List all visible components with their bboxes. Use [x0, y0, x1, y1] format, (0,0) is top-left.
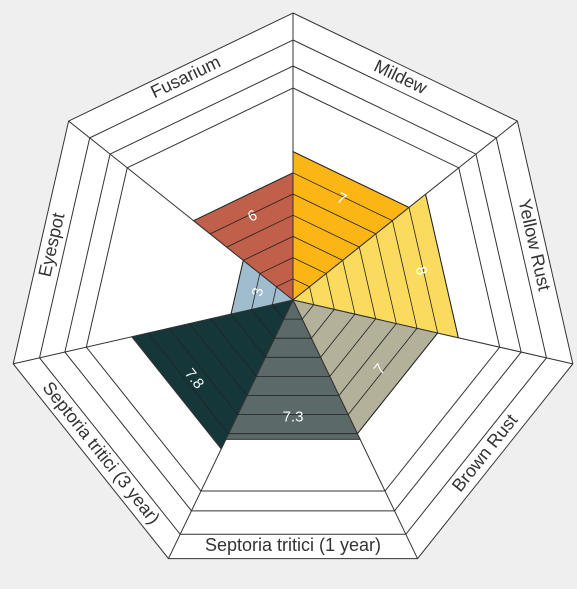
- category-label: Septoria tritici (1 year): [205, 535, 381, 555]
- grid-line: [292, 172, 393, 222]
- grid-line: [375, 233, 397, 324]
- grid-line: [292, 236, 343, 261]
- grid-line: [251, 273, 261, 310]
- grid-line: [425, 194, 459, 338]
- grid-line: [193, 172, 294, 222]
- grid-line: [342, 260, 356, 315]
- grid-line: [292, 193, 377, 235]
- wedge: [130, 299, 294, 450]
- grid-line: [301, 304, 314, 320]
- grid-line: [311, 309, 335, 339]
- grid-line: [392, 220, 418, 329]
- grid-line: [210, 318, 257, 377]
- grid-line: [347, 328, 418, 415]
- grid-line: [292, 278, 310, 288]
- grid-line: [325, 273, 335, 310]
- grid-line: [271, 286, 277, 305]
- grid-line: [358, 247, 377, 319]
- frame-ring: [38, 39, 548, 535]
- grid-line: [292, 151, 410, 208]
- grid-line: [276, 278, 294, 288]
- grid-line: [292, 257, 327, 274]
- grid-line: [251, 309, 275, 339]
- grid-line: [209, 193, 294, 235]
- grid-line: [230, 260, 244, 315]
- grid-line: [189, 323, 248, 396]
- grid-line: [168, 328, 239, 415]
- grid-line: [338, 323, 397, 396]
- grid-line: [259, 257, 294, 274]
- grid-line: [309, 286, 315, 305]
- grid-line: [329, 318, 376, 377]
- grid-line: [243, 236, 294, 261]
- grid-line: [292, 214, 360, 248]
- grid-line: [320, 313, 356, 358]
- grid-line: [357, 332, 438, 434]
- grid-line: [230, 313, 266, 358]
- value-label: 3: [249, 286, 267, 298]
- grid-line: [272, 304, 285, 320]
- grid-line: [226, 214, 294, 248]
- grid-line: [408, 207, 439, 334]
- value-label: 8: [412, 265, 430, 277]
- value-label: 7.3: [283, 408, 304, 425]
- frame-ring: [85, 87, 501, 492]
- frame-ring: [64, 65, 522, 512]
- grid-line: [148, 332, 229, 434]
